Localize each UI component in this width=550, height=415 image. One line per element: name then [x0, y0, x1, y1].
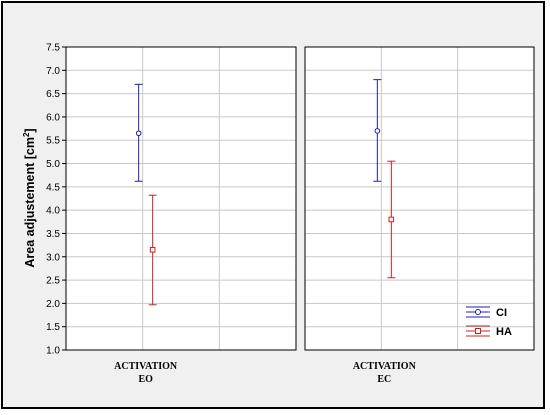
- y-tick-label: 3.0: [46, 252, 60, 263]
- legend-label-ci: CI: [496, 307, 507, 319]
- y-tick-label: 3.5: [46, 229, 60, 240]
- y-tick-label: 1.0: [46, 346, 60, 357]
- y-tick-label: 6.0: [46, 112, 60, 123]
- legend-marker-ci: [475, 309, 481, 315]
- y-tick-label: 5.0: [46, 159, 60, 170]
- panel-background: [305, 47, 534, 350]
- x-category-factor: ACTIVATION: [353, 361, 417, 372]
- y-tick-label: 4.0: [46, 206, 60, 217]
- mean-point-ci: [374, 128, 381, 134]
- mean-point-ha: [149, 246, 156, 253]
- y-tick-label: 7.0: [46, 66, 60, 77]
- y-tick-label: 1.5: [46, 322, 60, 333]
- y-tick-label: 7.5: [46, 43, 60, 54]
- panel-border: [304, 46, 535, 351]
- panel-border: [65, 46, 297, 351]
- y-tick-label: 4.5: [46, 182, 60, 193]
- y-tick-label: 2.5: [46, 276, 60, 287]
- legend-label-ha: HA: [496, 326, 512, 338]
- panel-background: [66, 47, 296, 350]
- x-category-factor: ACTIVATION: [114, 361, 178, 372]
- y-tick-label: 6.5: [46, 89, 60, 100]
- y-tick-label: 5.5: [46, 136, 60, 147]
- y-axis-title: Area adjustement [cm2]: [22, 128, 37, 267]
- mean-point-ci: [135, 130, 142, 137]
- x-category-level: EC: [377, 374, 391, 385]
- mean-point-ha: [388, 216, 395, 223]
- legend-marker-ha: [475, 328, 481, 334]
- y-tick-label: 2.0: [46, 299, 60, 310]
- x-category-level: EO: [138, 374, 153, 385]
